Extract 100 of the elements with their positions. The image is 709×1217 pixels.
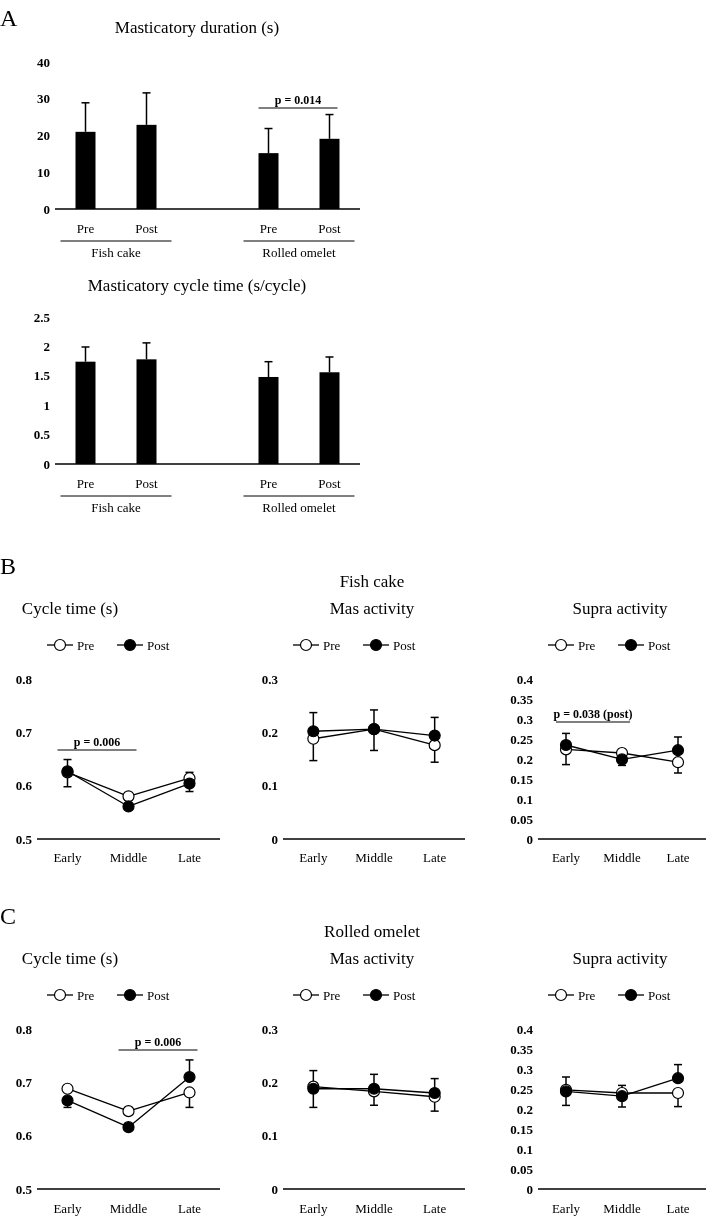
y-tick-label: 30: [37, 91, 50, 107]
x-tick-label: Pre: [259, 476, 278, 491]
y-tick-label: 0.25: [510, 731, 534, 747]
y-tick-label: 0.4: [516, 1021, 534, 1037]
x-tick-label: Early: [551, 1201, 581, 1216]
legend-label: Post: [648, 637, 671, 653]
legend-label: Pre: [77, 987, 95, 1003]
annotation: p = 0.038 (post): [553, 707, 633, 721]
y-tick-label: 0: [526, 831, 533, 847]
chart-title: Cycle time (s): [21, 599, 119, 618]
y-tick-label: 0.8: [15, 671, 33, 687]
y-tick-label: 0.8: [15, 1021, 33, 1037]
x-tick-label: Early: [299, 850, 328, 865]
y-tick-label: 0.05: [510, 811, 534, 827]
y-tick-label: 0.3: [516, 711, 534, 727]
y-tick-label: 1: [43, 397, 50, 413]
x-tick-label: Pre: [76, 221, 95, 236]
y-tick-label: 0.05: [510, 1161, 534, 1177]
x-tick-label: Late: [666, 1201, 690, 1216]
y-tick-label: 20: [37, 128, 50, 144]
y-tick-label: 0: [271, 1181, 278, 1197]
legend-label: Pre: [578, 637, 596, 653]
text: C: [0, 903, 17, 929]
y-tick-label: 40: [37, 54, 50, 70]
x-tick-label: Early: [53, 1201, 83, 1216]
legend-label: Post: [393, 637, 416, 653]
y-tick-label: 0.35: [510, 691, 534, 707]
chart-title: Rolled omelet: [324, 922, 421, 941]
y-tick-label: 0.1: [516, 1141, 533, 1157]
y-tick-label: 0.3: [261, 671, 279, 687]
legend-label: Pre: [323, 637, 341, 653]
y-tick-label: 0.3: [516, 1061, 534, 1077]
y-tick-label: 0.5: [15, 1181, 33, 1197]
y-tick-label: 0: [43, 201, 50, 217]
chart-title: Fish cake: [339, 572, 405, 591]
x-tick-label: Post: [318, 221, 342, 236]
legend-label: Post: [648, 987, 671, 1003]
y-tick-label: 2: [43, 338, 50, 354]
text: B: [0, 553, 17, 579]
x-tick-label: Late: [423, 1201, 447, 1216]
text: Fish cake: [91, 500, 141, 515]
y-tick-label: 0: [526, 1181, 533, 1197]
text: Fish cake: [91, 245, 141, 260]
x-tick-label: Late: [177, 850, 202, 865]
y-tick-label: 0.5: [15, 831, 33, 847]
chart-title: Supra activity: [572, 599, 668, 618]
y-tick-label: 0.15: [510, 771, 534, 787]
legend-label: Post: [147, 637, 170, 653]
y-tick-label: 2.5: [33, 309, 51, 325]
x-tick-label: Late: [177, 1201, 202, 1216]
legend-label: Pre: [77, 637, 95, 653]
y-tick-label: 0.4: [516, 671, 534, 687]
annotation: p = 0.006: [134, 1035, 182, 1049]
x-tick-label: Post: [318, 476, 342, 491]
x-tick-label: Pre: [259, 221, 278, 236]
y-tick-label: 0.6: [15, 778, 33, 794]
x-tick-label: Early: [53, 850, 83, 865]
chart-title: Cycle time (s): [21, 949, 119, 968]
y-tick-label: 0: [271, 831, 278, 847]
y-tick-label: 0.1: [261, 778, 278, 794]
x-tick-label: Middle: [109, 850, 148, 865]
y-tick-label: 0.7: [15, 1074, 33, 1090]
y-tick-label: 0.25: [510, 1081, 534, 1097]
chart-subtitle: Mas activity: [329, 599, 415, 618]
x-tick-label: Post: [135, 221, 159, 236]
x-tick-label: Late: [666, 850, 690, 865]
annotation: p = 0.014: [274, 93, 322, 107]
chart-title: Masticatory cycle time (s/cycle): [87, 276, 307, 295]
x-tick-label: Early: [551, 850, 581, 865]
y-tick-label: 1.5: [33, 368, 51, 384]
x-tick-label: Middle: [109, 1201, 148, 1216]
x-tick-label: Middle: [603, 850, 641, 865]
text: Rolled omelet: [262, 245, 337, 260]
legend-label: Post: [393, 987, 416, 1003]
text: A: [0, 5, 18, 31]
x-tick-label: Middle: [603, 1201, 641, 1216]
x-tick-label: Post: [135, 476, 159, 491]
y-tick-label: 0: [43, 456, 50, 472]
chart-title: Supra activity: [572, 949, 668, 968]
y-tick-label: 0.2: [261, 724, 278, 740]
y-tick-label: 0.15: [510, 1121, 534, 1137]
text: Rolled omelet: [262, 500, 337, 515]
x-tick-label: Middle: [355, 1201, 393, 1216]
legend-label: Pre: [578, 987, 596, 1003]
chart-subtitle: Mas activity: [329, 949, 415, 968]
legend-label: Post: [147, 987, 170, 1003]
y-tick-label: 0.2: [516, 1101, 533, 1117]
y-tick-label: 0.3: [261, 1021, 279, 1037]
y-tick-label: 0.2: [516, 751, 533, 767]
x-tick-label: Late: [423, 850, 447, 865]
y-tick-label: 0.7: [15, 724, 33, 740]
x-tick-label: Pre: [76, 476, 95, 491]
y-tick-label: 0.35: [510, 1041, 534, 1057]
y-tick-label: 10: [37, 164, 50, 180]
y-tick-label: 0.2: [261, 1074, 278, 1090]
y-tick-label: 0.6: [15, 1128, 33, 1144]
y-tick-label: 0.1: [516, 791, 533, 807]
annotation: p = 0.006: [73, 735, 121, 749]
chart-title: Masticatory duration (s): [114, 18, 280, 37]
y-tick-label: 0.5: [33, 427, 51, 443]
